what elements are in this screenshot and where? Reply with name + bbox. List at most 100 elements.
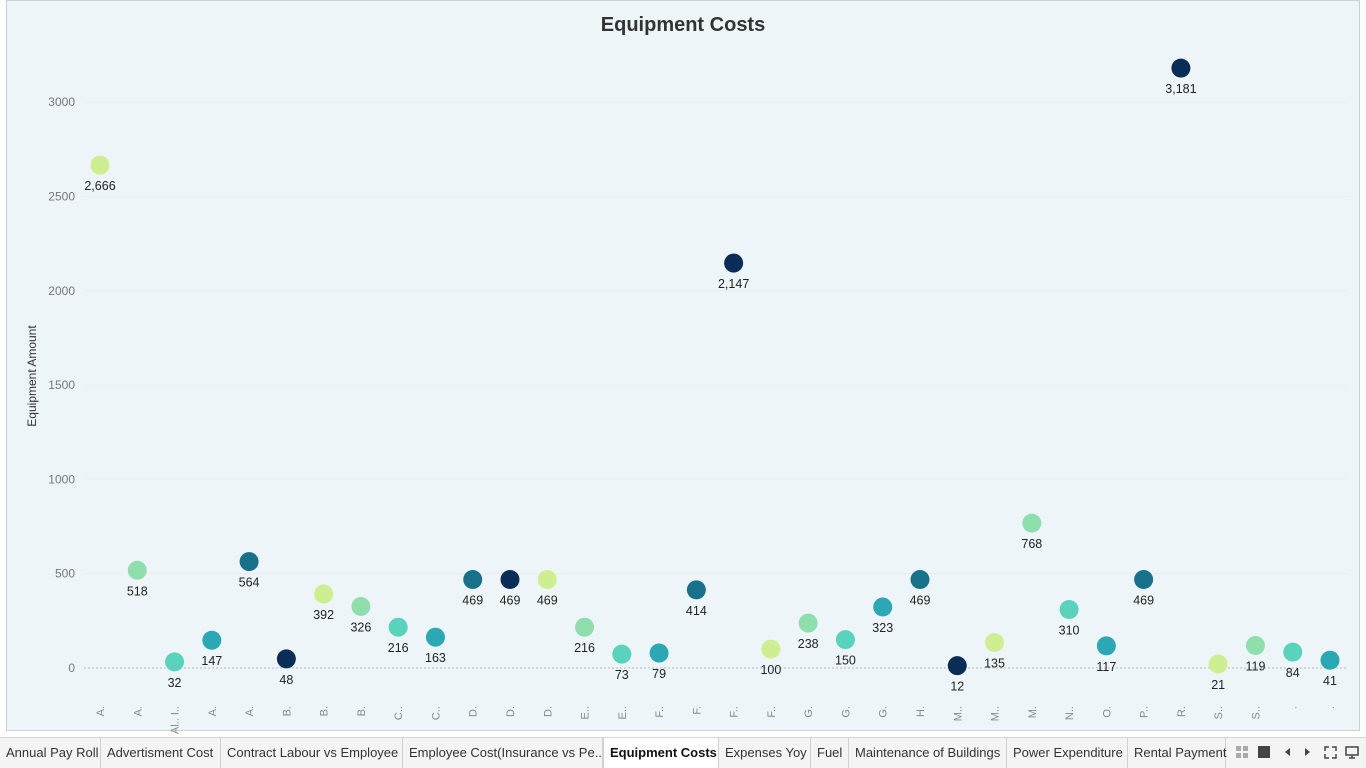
data-point[interactable] [1283,642,1303,662]
data-point[interactable] [761,639,781,659]
data-point[interactable] [724,253,744,273]
data-label: 21 [1211,678,1225,692]
tab-expenses-yoy[interactable]: Expenses Yoy [719,738,811,768]
x-tick-label: S.. [1250,706,1262,719]
data-label: 564 [239,576,260,590]
data-point[interactable] [1208,654,1228,674]
fullscreen-icon[interactable] [1324,746,1337,762]
x-tick-label: A. [132,706,144,716]
y-tick-label: 0 [68,661,75,675]
data-point[interactable] [1320,650,1340,670]
data-point[interactable] [1171,58,1191,78]
data-point[interactable] [873,597,893,617]
data-point[interactable] [1022,513,1042,533]
data-label: 469 [500,594,521,608]
data-point[interactable] [425,627,445,647]
data-label: 238 [798,637,819,651]
data-point[interactable] [388,617,408,637]
data-point[interactable] [165,652,185,672]
data-point[interactable] [798,613,818,633]
data-point[interactable] [1059,599,1079,619]
data-point[interactable] [947,656,967,676]
data-point[interactable] [985,632,1005,652]
data-point[interactable] [1096,636,1116,656]
data-label: 117 [1096,660,1116,674]
data-point[interactable] [463,570,483,590]
data-point[interactable] [835,630,855,650]
y-tick-label: 2000 [48,284,75,298]
x-tick-label: M.. [990,706,1002,721]
data-label: 326 [350,620,371,634]
x-tick-label: E.. [580,706,592,719]
data-point[interactable] [127,560,147,580]
data-point[interactable] [239,552,259,572]
data-label: 310 [1059,623,1080,637]
single-view-icon[interactable] [1258,746,1270,761]
data-point[interactable] [202,630,222,650]
data-point[interactable] [612,644,632,664]
tab-advertisment-cost[interactable]: Advertisment Cost [101,738,221,768]
x-tick-label: B. [356,706,368,716]
x-tick-label: G. [840,706,852,718]
chart-frame [6,0,1360,731]
tab-employee-cost-insurance-vs-pe[interactable]: Employee Cost(Insurance vs Pe... [403,738,606,768]
data-point[interactable] [351,596,371,616]
data-label: 323 [872,621,893,635]
x-tick-label: C.. [393,706,405,720]
data-label: 216 [574,641,595,655]
tab-power-expenditure[interactable]: Power Expenditure [1007,738,1128,768]
tab-fuel[interactable]: Fuel [811,738,849,768]
data-label: 469 [462,594,483,608]
tab-annual-pay-roll[interactable]: Annual Pay Roll [0,738,101,768]
y-tick-label: 1000 [48,472,75,486]
data-point[interactable] [1245,636,1265,656]
data-point[interactable] [276,649,296,669]
x-tick-label: B. [319,706,331,716]
next-arrow-icon[interactable] [1304,746,1312,761]
x-tick-label: M.. [952,706,964,721]
x-tick-label: F.. [654,706,666,718]
x-tick-label: Al.. I.. [170,706,182,734]
data-label: 32 [168,676,182,690]
data-label: 469 [1133,594,1154,608]
x-tick-label: A. [244,706,256,716]
y-tick-label: 1500 [48,378,75,392]
data-label: 216 [388,641,409,655]
data-point[interactable] [575,617,595,637]
data-point[interactable] [537,570,557,590]
data-point[interactable] [500,570,520,590]
x-tick-label: G. [803,706,815,718]
tab-rental-payment[interactable]: Rental Payment [1128,738,1227,768]
x-tick-label: A. [207,706,219,716]
data-point[interactable] [910,570,930,590]
present-icon[interactable] [1345,746,1359,762]
grid-view-icon[interactable] [1236,746,1248,761]
data-label: 768 [1021,537,1042,551]
data-label: 2,147 [718,277,749,291]
prev-arrow-icon[interactable] [1283,746,1291,761]
data-point[interactable] [1134,570,1154,590]
x-tick-label: P.. [1139,706,1151,718]
x-tick-label: . [1288,706,1300,709]
data-point[interactable] [686,580,706,600]
tab-equipment-costs[interactable]: Equipment Costs [603,738,719,768]
data-point[interactable] [314,584,334,604]
data-label: 150 [835,654,856,668]
x-tick-label: R. [1176,706,1188,717]
scatter-chart: 0 500 1000 1500 2000 2500 3000 A. A. Al.. I.. A. A… [25,58,1348,734]
data-point[interactable] [649,643,669,663]
x-tick-label: D. [542,706,554,717]
data-point[interactable] [90,155,110,175]
tab-maintenance-of-buildings[interactable]: Maintenance of Buildings [849,738,1007,768]
data-label: 48 [279,673,293,687]
tab-contract-labour-vs-employee[interactable]: Contract Labour vs Employee [221,738,403,768]
data-label: 518 [127,584,148,598]
data-label: 2,666 [84,179,115,193]
y-tick-label: 500 [55,567,75,581]
y-tick-label: 3000 [48,95,75,109]
y-axis-label: Equipment Amount [25,325,39,427]
x-tick-label: D. [468,706,480,717]
y-tick-label: 2500 [48,190,75,204]
data-label: 84 [1286,666,1300,680]
x-tick-label: . [1325,706,1337,709]
